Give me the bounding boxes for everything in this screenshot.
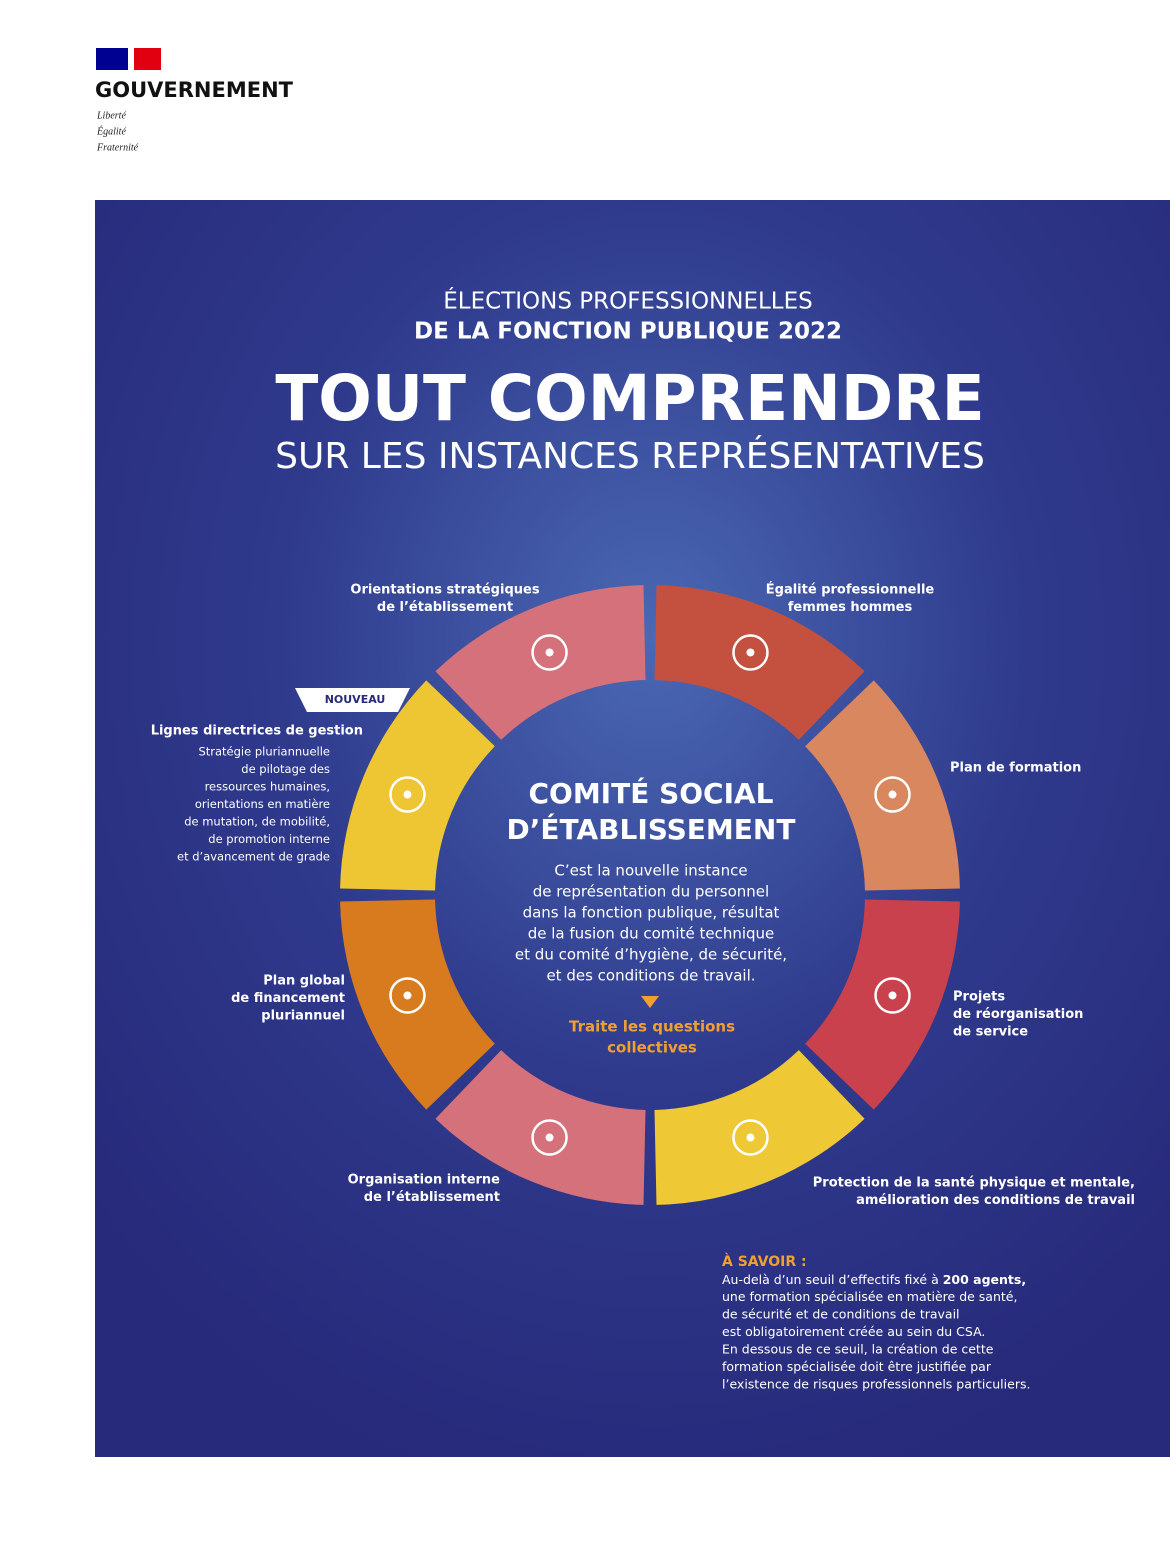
segment-label: femmes hommes: [788, 600, 913, 615]
icon: [403, 991, 412, 1000]
segment-label: de service: [953, 1025, 1028, 1040]
motto: Fraternité: [96, 142, 139, 153]
motto: Égalité: [96, 125, 126, 137]
note-line: l’existence de risques professionnels pa…: [722, 1377, 1030, 1392]
segment-label: Protection de la santé physique et menta…: [813, 1176, 1135, 1191]
subtitle: SUR LES INSTANCES REPRÉSENTATIVES: [275, 435, 985, 477]
note-line: de sécurité et de conditions de travail: [722, 1307, 960, 1322]
icon: [545, 1133, 554, 1142]
segment-label: Égalité professionnelle: [766, 582, 935, 598]
segment: [805, 680, 960, 891]
segment-label: de réorganisation: [953, 1007, 1083, 1022]
brand: GOUVERNEMENT: [95, 78, 294, 102]
segment: [435, 1050, 646, 1205]
center-description: et des conditions de travail.: [546, 967, 755, 985]
segment-label: Plan global: [263, 974, 345, 989]
icon: [531, 1119, 568, 1156]
segment-label: Plan de formation: [950, 761, 1081, 776]
segment-label: amélioration des conditions de travail: [856, 1193, 1135, 1208]
segment-description: de pilotage des: [241, 762, 330, 776]
note-line: En dessous de ce seuil, la création de c…: [722, 1342, 994, 1357]
note-text: Au-delà d’un seuil d’effectifs fixé à: [722, 1272, 939, 1287]
icon: [403, 790, 412, 799]
center-action: collectives: [607, 1039, 697, 1057]
icon: [389, 977, 426, 1014]
segment-label: pluriannuel: [261, 1009, 345, 1024]
note-line: est obligatoirement créée au sein du CSA…: [722, 1324, 985, 1339]
icon: [531, 634, 568, 671]
center-action: Traite les questions: [569, 1018, 735, 1036]
icon: [888, 790, 897, 799]
segment: [654, 585, 865, 740]
segment-description: de mutation, de mobilité,: [184, 815, 330, 829]
icon: [732, 634, 769, 671]
icon: [888, 991, 897, 1000]
segment: [805, 899, 960, 1110]
kicker: ÉLECTIONS PROFESSIONNELLES: [443, 287, 813, 315]
title: TOUT COMPRENDRE: [275, 362, 984, 435]
note-line: formation spécialisée doit être justifié…: [722, 1359, 992, 1374]
segment-label: Projets: [953, 990, 1005, 1005]
segment-label: de l’établissement: [364, 1190, 500, 1205]
segment: [435, 585, 646, 740]
arrow: [641, 996, 659, 1008]
segment-description: Stratégie pluriannuelle: [198, 745, 330, 759]
icon: [732, 1119, 769, 1156]
segment-description: orientations en matière: [195, 797, 330, 811]
center-description: et du comité d’hygiène, de sécurité,: [515, 946, 787, 964]
segment: [340, 680, 495, 891]
segment: [654, 1050, 865, 1205]
panel: [95, 200, 1170, 1457]
center-title: COMITÉ SOCIAL: [528, 776, 773, 810]
segment: [340, 899, 495, 1110]
segment-label: de l’établissement: [377, 600, 513, 615]
icon: [746, 1133, 755, 1142]
icon: [746, 648, 755, 657]
segment-label: Orientations stratégiques: [350, 583, 539, 598]
kicker: DE LA FONCTION PUBLIQUE 2022: [414, 319, 842, 345]
segment-label: Organisation interne: [348, 1173, 501, 1188]
badge: [295, 688, 410, 712]
note-bold: 200 agents,: [943, 1272, 1026, 1287]
segment-label: Lignes directrices de gestion: [151, 724, 363, 739]
motto: Liberté: [96, 110, 126, 121]
badge-text: NOUVEAU: [325, 693, 386, 706]
note-line: une formation spécialisée en matière de …: [722, 1289, 1017, 1304]
center-description: de représentation du personnel: [533, 883, 769, 901]
center-description: C’est la nouvelle instance: [554, 862, 747, 880]
center-description: dans la fonction publique, résultat: [523, 904, 780, 922]
icon: [874, 776, 911, 813]
icon: [389, 776, 426, 813]
icon: [545, 648, 554, 657]
segment-label: de financement: [231, 991, 345, 1006]
icon: [874, 977, 911, 1014]
center-title: D’ÉTABLISSEMENT: [507, 812, 796, 846]
segment-description: et d’avancement de grade: [177, 850, 330, 864]
note-title: À SAVOIR :: [722, 1253, 807, 1270]
segment-description: ressources humaines,: [205, 780, 330, 794]
note-line: Au-delà d’un seuil d’effectifs fixé à 20…: [722, 1272, 1026, 1287]
center-description: de la fusion du comité technique: [528, 925, 775, 943]
logo: [96, 48, 161, 70]
segment-description: de promotion interne: [208, 832, 330, 846]
